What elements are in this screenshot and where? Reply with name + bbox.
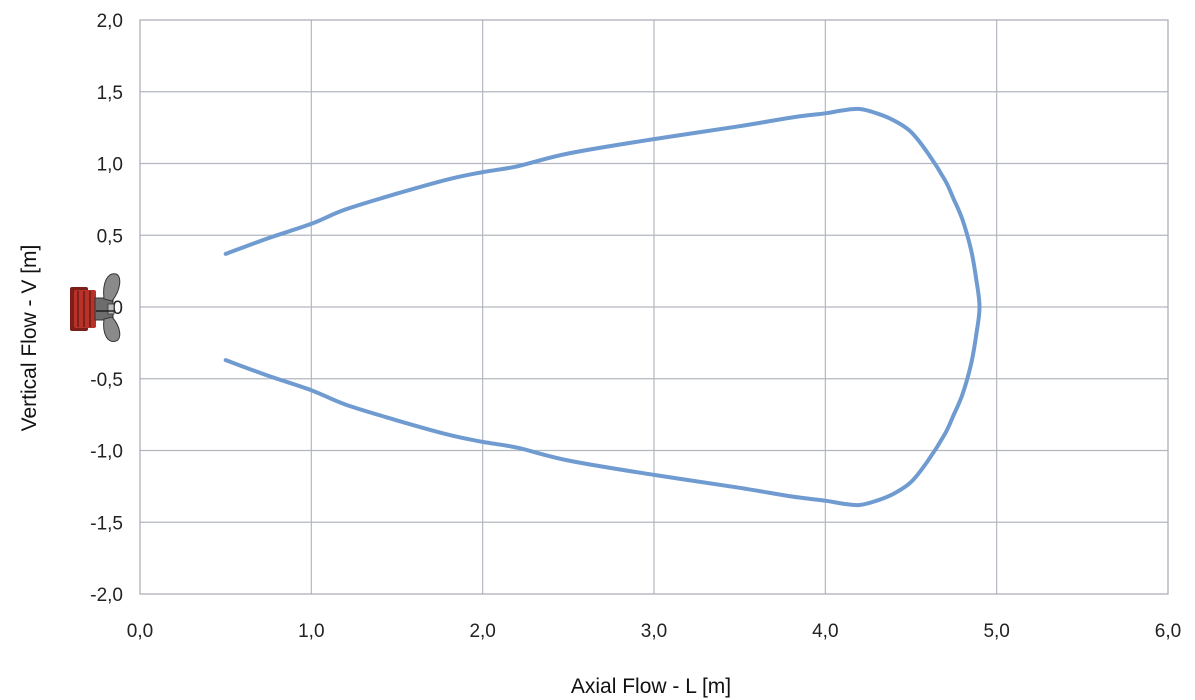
tick-labels: 0,0 1,0 2,0 3,0 4,0 5,0 6,0 2,0 1,5 1,0 0,5 0 -0,5 -1… [90,11,1181,642]
y-tick-label: -1,5 [90,513,123,534]
y-tick-label: 1,0 [97,155,123,176]
gridlines [140,20,1168,594]
y-tick-label: 0 [112,298,123,319]
y-axis-title: Vertical Flow - V [m] [18,245,41,432]
bow-thruster-propeller-icon [70,273,121,343]
plot-area-border [139,19,1169,595]
y-tick-label: 1,5 [97,83,123,104]
y-tick-label: 2,0 [97,11,123,32]
x-tick-label: 2,0 [469,621,495,642]
x-tick-label: 5,0 [983,621,1009,642]
y-tick-label: -0,5 [90,370,123,391]
x-tick-label: 0,0 [127,621,153,642]
flow-envelope-line [223,106,982,508]
y-tick-label: -1,0 [90,442,123,463]
x-tick-label: 6,0 [1155,621,1181,642]
x-tick-label: 3,0 [641,621,667,642]
y-tick-label: 0,5 [97,226,123,247]
x-tick-label: 4,0 [812,621,838,642]
series-layer [223,106,982,508]
y-tick-label: -2,0 [90,585,123,606]
x-tick-label: 1,0 [298,621,324,642]
x-axis-title: Axial Flow - L [m] [571,675,731,698]
